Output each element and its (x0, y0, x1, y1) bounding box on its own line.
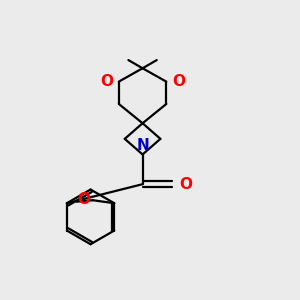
Text: O: O (172, 74, 185, 88)
Text: O: O (100, 74, 113, 88)
Text: O: O (77, 191, 91, 206)
Text: N: N (137, 138, 149, 153)
Text: O: O (179, 177, 192, 192)
